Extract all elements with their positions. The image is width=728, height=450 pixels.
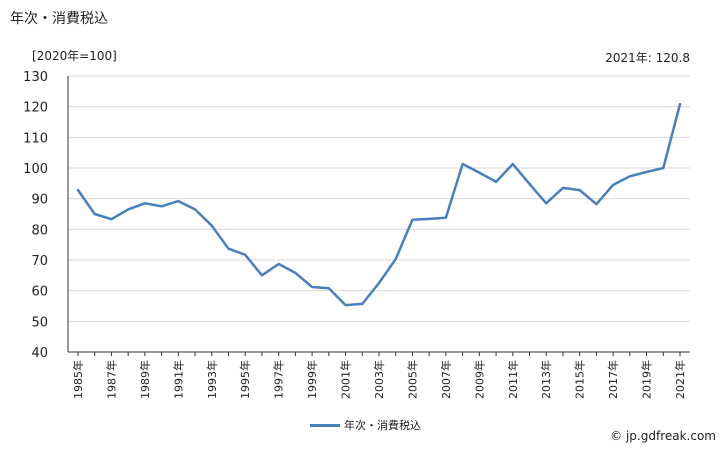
x-tick-label: 2003年	[372, 360, 386, 399]
x-tick-label: 2001年	[339, 360, 353, 399]
x-tick-label: 1999年	[305, 360, 319, 399]
y-tick-label: 120	[23, 101, 48, 116]
x-tick-label: 2019年	[640, 360, 654, 399]
x-tick-label: 2015年	[573, 360, 587, 399]
y-tick-label: 110	[23, 131, 48, 146]
unit-label: [2020年=100]	[32, 49, 117, 63]
x-tick-label: 1991年	[171, 360, 185, 399]
source-credit: © jp.gdfreak.com	[610, 429, 716, 443]
x-tick-label: 1989年	[138, 360, 152, 399]
x-tick-label: 1993年	[205, 360, 219, 399]
x-tick-label: 1995年	[238, 360, 252, 399]
legend-swatch	[310, 423, 340, 427]
x-tick-label: 1987年	[104, 360, 118, 399]
y-tick-label: 130	[23, 70, 48, 85]
x-tick-label: 1985年	[71, 360, 85, 399]
y-tick-label: 40	[31, 346, 48, 361]
x-tick-label: 2005年	[405, 360, 419, 399]
x-tick-label: 2007年	[439, 360, 453, 399]
legend: 年次・消費税込	[310, 417, 421, 433]
y-tick-label: 80	[31, 223, 48, 238]
x-tick-label: 2011年	[506, 360, 520, 399]
y-tick-label: 90	[31, 193, 48, 208]
series-line	[76, 102, 682, 307]
y-tick-label: 70	[31, 254, 48, 269]
legend-label: 年次・消費税込	[344, 419, 421, 432]
y-tick-label: 100	[23, 162, 48, 177]
x-tick-label: 1997年	[272, 360, 286, 399]
latest-value-label: 2021年: 120.8	[605, 51, 690, 65]
y-tick-label: 60	[31, 285, 48, 300]
x-tick-label: 2013年	[539, 360, 553, 399]
x-tick-label: 2021年	[673, 360, 687, 399]
chart-title: 年次・消費税込	[10, 11, 108, 27]
x-tick-label: 2009年	[472, 360, 486, 399]
y-tick-label: 50	[31, 315, 48, 330]
x-tick-label: 2017年	[606, 360, 620, 399]
